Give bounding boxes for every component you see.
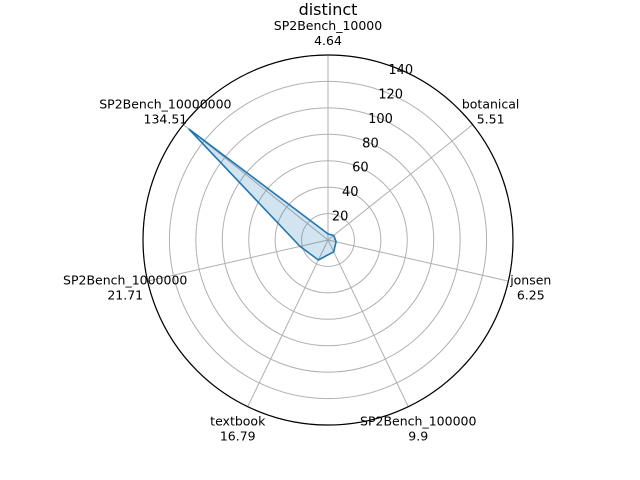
- rtick-label-2: 60: [352, 161, 369, 176]
- spoke-2: [327, 239, 509, 282]
- category-value: 9.9: [408, 428, 428, 443]
- rtick-label-1: 40: [342, 185, 359, 200]
- rtick-label-4: 100: [368, 112, 393, 127]
- category-name: jonsen: [509, 272, 551, 287]
- category-label-0: SP2Bench_10000 4.64: [274, 18, 382, 48]
- category-name: SP2Bench_10000: [274, 18, 382, 33]
- category-value: 134.51: [144, 111, 188, 126]
- series-area: [189, 129, 337, 260]
- category-label-2: jonsen 6.25: [509, 272, 551, 302]
- category-label-6: SP2Bench_10000000 134.51: [99, 96, 231, 126]
- rtick-label-0: 20: [332, 210, 349, 225]
- category-label-3: SP2Bench_100000 9.9: [360, 413, 476, 443]
- category-label-5: SP2Bench_1000000 21.71: [63, 272, 187, 302]
- spoke-3: [327, 239, 409, 407]
- polar-frame: [142, 54, 514, 426]
- radial-tick-labels: 20 40 60 80 100 120 140: [332, 63, 413, 225]
- category-name: SP2Bench_1000000: [63, 272, 187, 287]
- series-line: [188, 128, 337, 261]
- category-name: botanical: [462, 96, 520, 111]
- category-value: 6.25: [517, 287, 545, 302]
- chart-title: distinct: [299, 0, 358, 19]
- category-label-1: botanical 5.51: [462, 96, 520, 126]
- category-value: 5.51: [477, 111, 505, 126]
- category-name: SP2Bench_10000000: [99, 96, 231, 111]
- category-value: 4.64: [314, 33, 342, 48]
- rtick-label-3: 80: [362, 136, 379, 151]
- category-name: SP2Bench_100000: [360, 413, 476, 428]
- spoke-5: [147, 239, 329, 282]
- category-label-4: textbook 16.79: [210, 413, 266, 443]
- category-value: 16.79: [220, 428, 256, 443]
- category-name: textbook: [210, 413, 266, 428]
- category-value: 21.71: [107, 287, 143, 302]
- category-labels: SP2Bench_10000 4.64 botanical 5.51 jonsen 6.2…: [63, 18, 551, 443]
- rtick-label-6: 140: [388, 63, 413, 78]
- polar-spokes: [147, 55, 509, 407]
- spoke-4: [247, 239, 329, 407]
- rtick-label-5: 120: [378, 87, 403, 102]
- spoke-1: [327, 124, 473, 241]
